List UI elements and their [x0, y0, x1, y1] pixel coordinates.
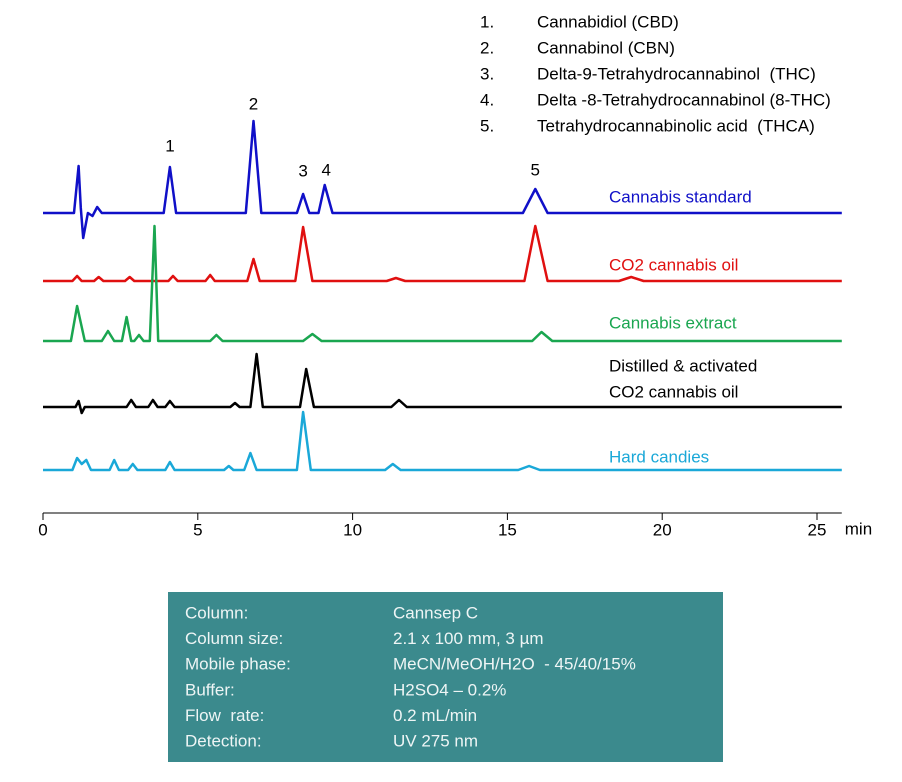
peak-label: 5 — [531, 160, 540, 179]
x-tick-label: 15 — [498, 520, 517, 539]
peak-name: Cannabinol (CBN) — [537, 38, 675, 57]
peak-label: 2 — [249, 94, 258, 113]
x-tick-label: 25 — [808, 520, 827, 539]
peak-number: 5. — [480, 116, 494, 135]
peak-label: 3 — [298, 161, 307, 180]
condition-value: H2SO4 – 0.2% — [393, 680, 506, 699]
peak-label: 4 — [322, 160, 331, 179]
peak-number: 4. — [480, 90, 494, 109]
trace — [43, 352, 842, 415]
x-tick-label: 0 — [38, 520, 47, 539]
series-label: Cannabis extract — [609, 313, 737, 332]
series-label: CO2 cannabis oil — [609, 382, 738, 401]
condition-label: Flow rate: — [185, 706, 264, 725]
series-label: Distilled & activated — [609, 356, 757, 375]
trace — [43, 119, 842, 240]
condition-value: 0.2 mL/min — [393, 706, 477, 725]
peak-name: Delta -8-Tetrahydrocannabinol (8-THC) — [537, 90, 831, 109]
condition-label: Column size: — [185, 629, 283, 648]
peak-number: 3. — [480, 64, 494, 83]
condition-label: Column: — [185, 603, 248, 622]
condition-value: 2.1 x 100 mm, 3 µm — [393, 629, 544, 648]
trace — [43, 224, 842, 283]
peak-name: Tetrahydrocannabinolic acid (THCA) — [537, 116, 815, 135]
trace — [43, 410, 842, 472]
condition-label: Detection: — [185, 731, 262, 750]
peak-name: Cannabidiol (CBD) — [537, 12, 679, 31]
condition-label: Mobile phase: — [185, 655, 291, 674]
peak-name: Delta-9-Tetrahydrocannabinol (THC) — [537, 64, 816, 83]
condition-label: Buffer: — [185, 680, 235, 699]
series-label: CO2 cannabis oil — [609, 255, 738, 274]
condition-value: UV 275 nm — [393, 731, 478, 750]
condition-value: MeCN/MeOH/H2O - 45/40/15% — [393, 655, 636, 674]
series-label: Cannabis standard — [609, 187, 752, 206]
peak-label: 1 — [165, 136, 174, 155]
x-tick-label: 20 — [653, 520, 672, 539]
peak-number: 2. — [480, 38, 494, 57]
x-tick-label: 10 — [343, 520, 362, 539]
condition-value: Cannsep C — [393, 603, 478, 622]
x-tick-label: 5 — [193, 520, 202, 539]
peak-number: 1. — [480, 12, 494, 31]
trace — [43, 224, 842, 343]
conditions-box — [168, 592, 723, 762]
series-label: Hard candies — [609, 447, 709, 466]
x-axis-label: min — [845, 519, 872, 538]
